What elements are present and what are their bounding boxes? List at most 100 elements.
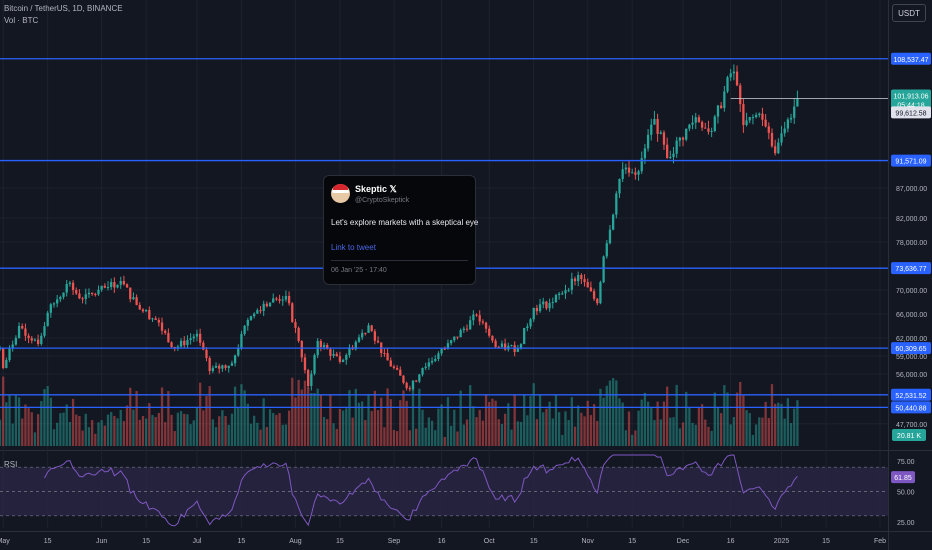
volume-bar	[720, 413, 723, 446]
volume-bar	[685, 391, 688, 446]
candle-body	[33, 339, 37, 341]
candle-body	[338, 356, 342, 362]
volume-bar	[230, 413, 234, 446]
volume-bar	[605, 385, 608, 446]
volume-bar	[681, 422, 685, 446]
volume-bar	[227, 424, 230, 446]
candle-body	[68, 282, 72, 284]
volume-bar	[440, 404, 443, 446]
volume-bar	[62, 412, 65, 446]
volume-bar	[154, 417, 157, 446]
volume-bar	[513, 394, 516, 446]
candle-body	[141, 309, 145, 312]
tweet-link[interactable]: Link to tweet	[331, 243, 376, 252]
candle-body	[418, 374, 421, 382]
candle-body	[796, 98, 799, 107]
volume-bar	[672, 417, 675, 446]
volume-bar	[256, 422, 259, 446]
candle-body	[592, 291, 596, 299]
volume-bar	[611, 378, 615, 446]
volume-bar	[144, 418, 148, 446]
prev-close-label: 99,612.58	[895, 110, 926, 117]
candlesticks[interactable]	[0, 64, 799, 392]
volume-bar	[767, 418, 770, 446]
price-tick-label: 66,000.00	[896, 312, 927, 319]
candle-body	[627, 167, 631, 173]
candle-body	[605, 243, 608, 257]
volume-bar	[726, 392, 729, 446]
volume-bar	[507, 403, 510, 446]
candle-body	[135, 297, 138, 305]
time-tick-label: Oct	[484, 538, 495, 545]
volume-bar	[36, 414, 40, 446]
volume-bar	[484, 394, 488, 446]
volume-bar	[402, 390, 405, 446]
volume-bar	[415, 428, 418, 446]
candle-body	[716, 105, 720, 117]
time-tick-label: Feb	[874, 538, 886, 545]
volume-bar	[573, 426, 577, 446]
candle-body	[615, 193, 618, 215]
candle-body	[103, 285, 106, 288]
candle-body	[21, 326, 24, 329]
candle-body	[583, 279, 586, 283]
countdown-label: 05:44:18	[897, 103, 924, 110]
rsi-pane[interactable]: 61.85	[0, 454, 915, 527]
volume-bar	[659, 419, 662, 446]
volume-bar	[577, 405, 580, 446]
volume-bar	[59, 413, 62, 446]
volume-bar	[332, 423, 335, 446]
candle-body	[484, 322, 488, 329]
candle-body	[567, 289, 570, 291]
candle-body	[653, 119, 656, 125]
candle-body	[402, 375, 405, 383]
candle-body	[389, 360, 392, 367]
level-tag-label: 108,537.47	[893, 57, 928, 64]
candle-body	[392, 366, 396, 369]
volume-bar	[548, 401, 551, 446]
candle-body	[179, 340, 183, 347]
volume-bar	[456, 431, 459, 446]
horizontal-levels[interactable]: 108,537.47 91,571.09 73,636.77 60,309.65 52,…	[0, 52, 931, 441]
level-tag-label: 73,636.77	[895, 266, 926, 273]
candle-body	[275, 298, 278, 300]
volume-bar	[90, 420, 94, 446]
currency-button[interactable]: USDT	[892, 4, 926, 22]
candle-body	[71, 282, 75, 291]
candle-body	[624, 167, 627, 170]
candle-body	[376, 340, 380, 343]
candle-body	[459, 330, 462, 338]
candle-body	[602, 256, 605, 283]
candle-body	[548, 302, 551, 309]
volume-bar	[14, 395, 18, 446]
candle-body	[167, 332, 170, 343]
volume-bar	[307, 387, 310, 446]
time-tick-label: 2025	[774, 538, 790, 545]
volume-bar	[119, 409, 122, 446]
volume-bar	[268, 409, 272, 446]
candle-body	[154, 318, 157, 320]
tweet-author-handle: @CryptoSkeptick	[355, 197, 410, 204]
volume-bar	[430, 420, 434, 446]
volume-bar	[116, 418, 119, 446]
volume-bar	[694, 424, 697, 446]
volume-bar	[500, 423, 504, 446]
volume-bar	[764, 401, 767, 446]
candle-body	[720, 105, 723, 108]
volume-bar	[405, 400, 408, 446]
volume-bar	[758, 417, 761, 446]
candle-body	[608, 229, 612, 244]
level-tag	[891, 388, 931, 401]
volume-bar	[0, 419, 2, 446]
candle-body	[453, 336, 456, 341]
candle-body	[503, 343, 507, 350]
volume-bar	[160, 387, 164, 446]
volume-bar	[94, 433, 97, 446]
volume-bar	[742, 395, 745, 446]
avatar	[331, 184, 350, 203]
volume-bar	[754, 424, 758, 446]
volume-bar	[481, 420, 485, 446]
volume-bar	[691, 422, 694, 446]
volume-bar	[97, 422, 100, 446]
